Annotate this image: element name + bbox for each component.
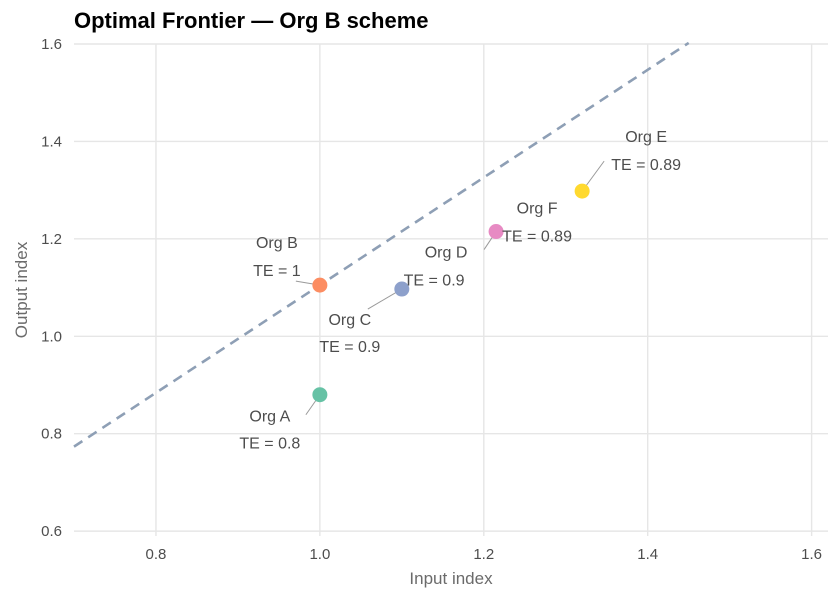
point-te-label: TE = 0.9: [319, 339, 380, 356]
frontier-layer: [73, 41, 690, 448]
x-tick-label: 1.4: [637, 546, 658, 563]
x-tick-label: 1.6: [801, 546, 822, 563]
point-te-label: TE = 0.8: [239, 436, 300, 453]
grid: [74, 43, 828, 536]
x-tick-label: 1.2: [473, 546, 494, 563]
point-name-label: Org A: [249, 409, 290, 426]
point-te-label: TE = 1: [253, 263, 301, 280]
chart-title: Optimal Frontier — Org B scheme: [74, 8, 429, 33]
y-tick-label: 0.6: [41, 523, 62, 540]
point-labels: Org A TE = 0.8 Org B TE = 1 Org C TE = 0.9 Org…: [239, 129, 681, 453]
data-point: [574, 183, 590, 199]
point-te-label: TE = 0.89: [502, 229, 572, 246]
y-tick-label: 1.0: [41, 328, 62, 345]
y-tick-label: 0.8: [41, 426, 62, 443]
frontier-line: [73, 41, 690, 448]
point-name-label: Org E: [625, 129, 667, 146]
data-point: [312, 277, 328, 293]
x-tick-label: 0.8: [146, 546, 167, 563]
point-name-label: Org C: [328, 312, 371, 329]
point-name-label: Org B: [256, 235, 298, 252]
y-tick-label: 1.4: [41, 133, 62, 150]
x-tick-label: 1.0: [309, 546, 330, 563]
data-point: [488, 224, 504, 240]
point-te-label: TE = 0.9: [404, 273, 465, 290]
point-name-label: Org D: [425, 245, 468, 262]
data-point: [312, 387, 328, 403]
tick-labels: 0.8 1.0 1.2 1.4 1.6 0.6 0.8 1.0 1.2 1.4 1.6: [41, 36, 822, 563]
point-te-label: TE = 0.89: [611, 157, 681, 174]
data-point: [394, 281, 410, 297]
point-name-label: Org F: [517, 201, 558, 218]
data-points: [312, 183, 590, 403]
y-tick-label: 1.6: [41, 36, 62, 53]
y-axis-title: Output index: [12, 241, 31, 338]
x-axis-title: Input index: [409, 569, 493, 588]
y-tick-label: 1.2: [41, 231, 62, 248]
